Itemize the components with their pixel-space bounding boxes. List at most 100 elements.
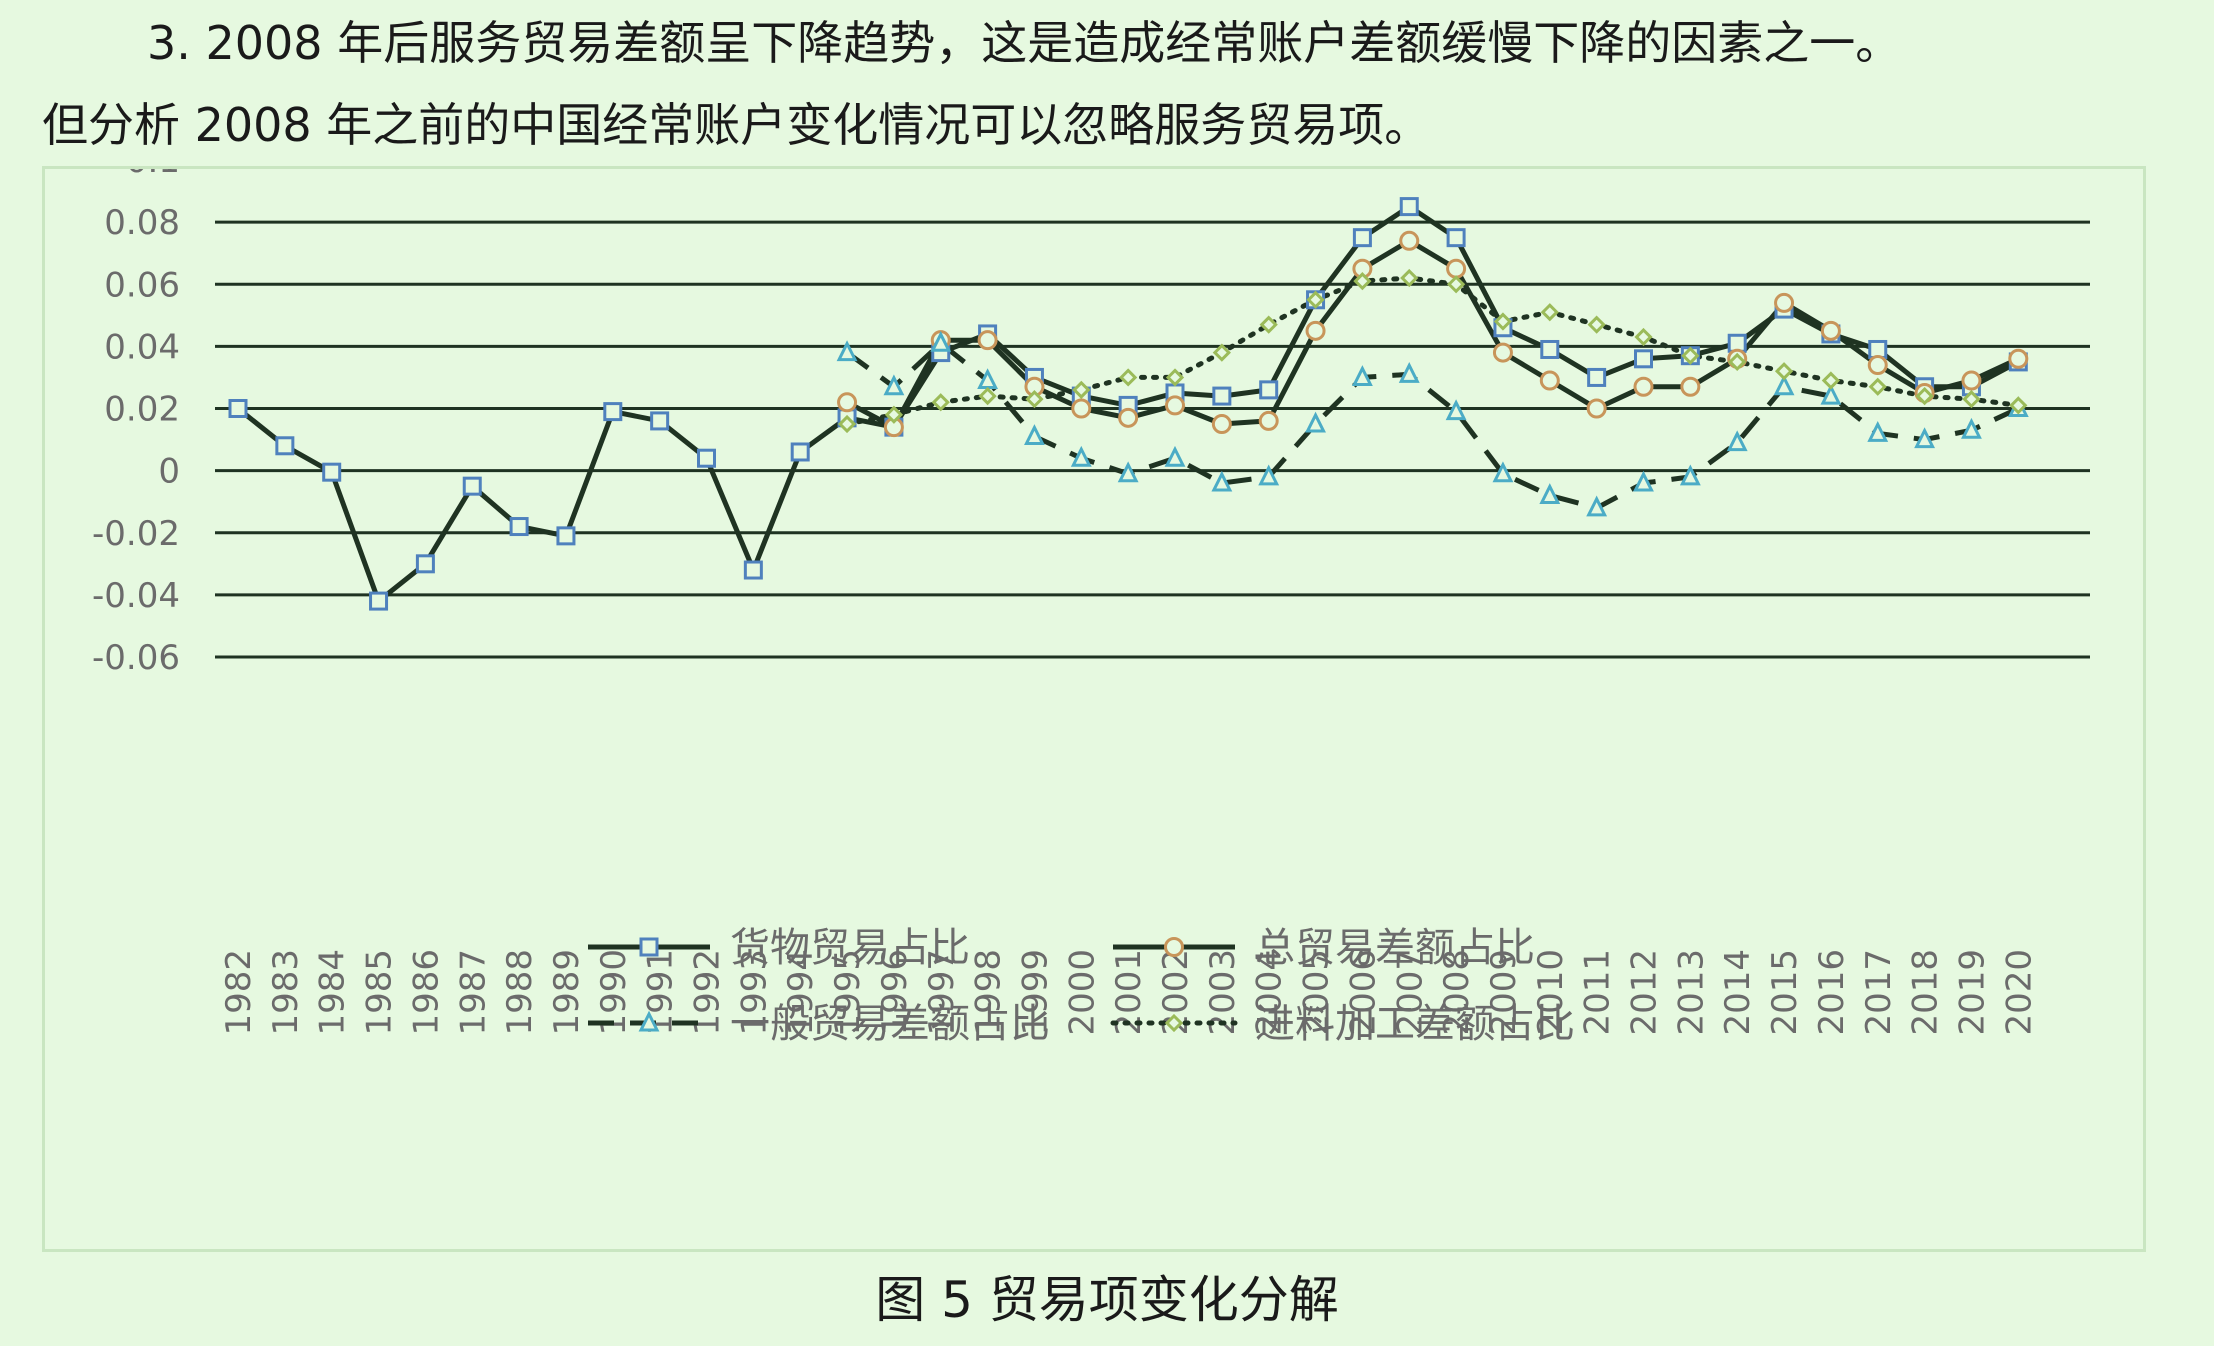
data-point-total-trade-balance-share — [1774, 292, 1795, 313]
y-tick-label: -0.02 — [92, 514, 180, 554]
data-point-processing-trade-balance-share — [1119, 368, 1138, 387]
y-tick-label: 0.04 — [104, 327, 180, 367]
data-point-total-trade-balance-share — [1118, 407, 1139, 428]
data-point-goods-trade-share — [322, 462, 342, 482]
data-point-goods-trade-share — [556, 526, 576, 546]
x-tick-label: 2013 — [1671, 949, 1711, 1036]
data-point-processing-trade-balance-share — [1962, 390, 1981, 409]
data-point-processing-trade-balance-share — [1634, 327, 1653, 347]
y-tick-label: 0.1 — [126, 169, 180, 181]
data-point-goods-trade-share — [228, 399, 248, 418]
data-point-processing-trade-balance-share — [1821, 371, 1841, 390]
data-point-processing-trade-balance-share — [1681, 346, 1700, 365]
data-point-general-trade-balance-share — [1820, 383, 1842, 405]
data-point-goods-trade-share — [697, 448, 716, 468]
data-point-processing-trade-balance-share — [1353, 272, 1372, 291]
x-tick-label: 1993 — [734, 949, 774, 1036]
data-point-total-trade-balance-share — [1820, 320, 1841, 341]
legend-label-goods-trade-share: 货物贸易占比 — [730, 925, 970, 971]
data-point-total-trade-balance-share — [1680, 376, 1701, 397]
x-tick-label: 2017 — [1859, 949, 1899, 1036]
data-point-total-trade-balance-share — [1961, 370, 1982, 391]
data-point-general-trade-balance-share — [1492, 461, 1514, 483]
data-point-general-trade-balance-share — [1773, 374, 1795, 396]
data-point-general-trade-balance-share — [1211, 470, 1233, 492]
data-point-processing-trade-balance-share — [1868, 377, 1887, 396]
figure-caption: 图 5 贸易项变化分解 — [875, 1271, 1339, 1329]
x-tick-label: 1982 — [219, 949, 259, 1036]
legend-marker-processing-trade-balance-share — [1164, 1013, 1184, 1033]
data-point-goods-trade-share — [415, 554, 435, 574]
data-point-goods-trade-share — [509, 517, 529, 537]
data-point-general-trade-balance-share — [1445, 399, 1467, 421]
legend-marker-total-trade-balance-share — [1164, 937, 1184, 957]
data-point-general-trade-balance-share — [836, 340, 858, 362]
x-tick-label: 1997 — [922, 949, 962, 1036]
data-point-processing-trade-balance-share — [1446, 275, 1466, 294]
data-point-general-trade-balance-share — [1117, 461, 1139, 483]
data-point-processing-trade-balance-share — [884, 405, 904, 424]
data-point-processing-trade-balance-share — [1540, 303, 1559, 322]
data-point-goods-trade-share — [1352, 228, 1372, 248]
x-tick-label: 1985 — [360, 949, 400, 1036]
data-point-total-trade-balance-share — [1633, 376, 1654, 397]
data-point-general-trade-balance-share — [1351, 365, 1373, 386]
data-point-goods-trade-share — [1587, 367, 1607, 387]
x-tick-label: 1986 — [406, 949, 446, 1036]
data-point-general-trade-balance-share — [1726, 430, 1748, 452]
data-point-processing-trade-balance-share — [1400, 268, 1419, 288]
x-tick-label: 2015 — [1765, 949, 1805, 1036]
x-tick-label: 2020 — [1999, 949, 2039, 1036]
x-tick-label: 2019 — [1952, 949, 1992, 1036]
data-point-general-trade-balance-share — [1398, 361, 1420, 383]
data-point-goods-trade-share — [790, 442, 810, 462]
x-tick-label: 1994 — [781, 949, 821, 1036]
x-tick-label: 2012 — [1625, 949, 1665, 1036]
data-point-processing-trade-balance-share — [1259, 315, 1278, 334]
data-point-general-trade-balance-share — [1258, 464, 1280, 486]
data-point-goods-trade-share — [603, 402, 623, 422]
chart-frame: 0.1 0.08 0.06 0.04 0.02 0 -0.02 -0.04 -0.06 1982… — [42, 166, 2146, 1252]
x-tick-label: 2008 — [1437, 949, 1477, 1036]
data-point-processing-trade-balance-share — [1728, 352, 1747, 372]
data-point-general-trade-balance-share — [1679, 464, 1701, 486]
data-point-general-trade-balance-share — [1867, 420, 1889, 442]
data-point-general-trade-balance-share — [1961, 417, 1982, 439]
data-point-processing-trade-balance-share — [2009, 396, 2028, 415]
data-point-processing-trade-balance-share — [931, 393, 950, 412]
series-group — [228, 197, 2029, 611]
trade-decomposition-chart: 0.1 0.08 0.06 0.04 0.02 0 -0.02 -0.04 -0.06 1982… — [92, 169, 2090, 1047]
data-point-goods-trade-share — [1634, 349, 1653, 369]
data-point-processing-trade-balance-share — [978, 386, 997, 406]
data-point-total-trade-balance-share — [1258, 410, 1279, 431]
x-tick-label: 2010 — [1531, 949, 1571, 1036]
data-point-total-trade-balance-share — [1071, 398, 1092, 419]
data-point-goods-trade-share — [369, 591, 389, 611]
x-tick-label: 2004 — [1250, 949, 1290, 1036]
data-point-general-trade-balance-share — [1633, 470, 1654, 492]
x-tick-label: 1996 — [875, 949, 915, 1036]
x-tick-label: 1984 — [313, 949, 353, 1036]
paragraph-line-2: 但分析 2008 年之前的中国经常账户变化情况可以忽略服务贸易项。 — [42, 98, 1431, 152]
legend-label-processing-trade-balance-share: 进料加工差额占比 — [1255, 1001, 1575, 1047]
x-tick-label: 2005 — [1297, 949, 1337, 1036]
legend-label-general-trade-balance-share: 一般贸易差额占比 — [730, 1001, 1050, 1047]
legend-marker-general-trade-balance-share — [638, 1010, 660, 1032]
x-tick-label: 2014 — [1718, 949, 1758, 1036]
data-point-general-trade-balance-share — [1305, 411, 1326, 433]
x-tick-label: 2009 — [1484, 949, 1524, 1036]
series-line-processing-trade-balance-share — [844, 275, 2021, 427]
data-point-total-trade-balance-share — [1446, 258, 1467, 279]
legend-label-total-trade-balance-share: 总贸易差额占比 — [1255, 925, 1535, 971]
data-point-general-trade-balance-share — [1539, 483, 1561, 504]
data-point-processing-trade-balance-share — [1774, 362, 1794, 381]
x-tick-label: 2011 — [1578, 949, 1618, 1036]
data-point-processing-trade-balance-share — [1072, 380, 1091, 399]
data-point-processing-trade-balance-share — [1306, 290, 1325, 309]
data-point-general-trade-balance-share — [1586, 495, 1608, 517]
x-tick-label: 2000 — [1062, 949, 1102, 1036]
data-point-goods-trade-share — [462, 476, 482, 496]
data-point-processing-trade-balance-share — [837, 414, 857, 434]
x-tick-label: 1998 — [969, 949, 1009, 1036]
data-point-total-trade-balance-share — [2008, 348, 2029, 369]
